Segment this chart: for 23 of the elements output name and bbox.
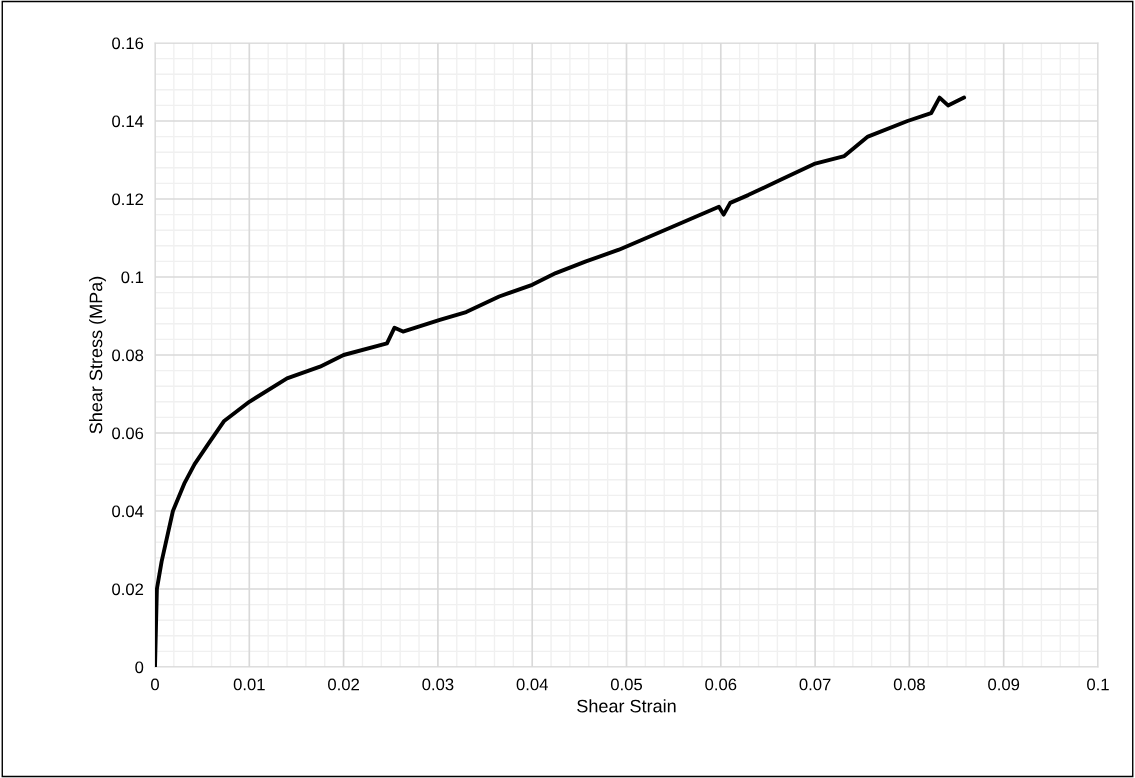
x-tick-label: 0.09: [988, 678, 1020, 691]
x-tick-label: 0.04: [516, 678, 548, 691]
y-tick-label: 0: [135, 661, 144, 674]
y-tick-label: 0.14: [112, 115, 144, 128]
x-tick-label: 0: [151, 678, 159, 691]
y-tick-label: 0.08: [112, 349, 144, 362]
x-tick-label: 0.01: [233, 678, 265, 691]
line-series: [155, 95, 967, 667]
x-tick-label: 0.06: [705, 678, 737, 691]
y-tick-label: 0.12: [112, 193, 144, 206]
x-axis-title: Shear Strain: [577, 699, 676, 713]
x-tick-label: 0.07: [799, 678, 831, 691]
y-tick-label: 0.16: [112, 37, 144, 50]
x-tick-label: 0.02: [328, 678, 359, 691]
x-tick-label: 0.08: [893, 678, 925, 691]
x-tick-label: 0.1: [1087, 678, 1109, 691]
x-tick-label: 0.05: [610, 678, 643, 691]
y-tick-label: 0.1: [121, 271, 144, 284]
y-tick-label: 0.04: [112, 505, 144, 518]
y-tick-label: 0.02: [112, 583, 144, 596]
y-axis-title: Shear Stress (MPa): [89, 276, 106, 434]
x-tick-label: 0.03: [422, 678, 454, 691]
y-tick-label: 0.06: [112, 427, 144, 440]
